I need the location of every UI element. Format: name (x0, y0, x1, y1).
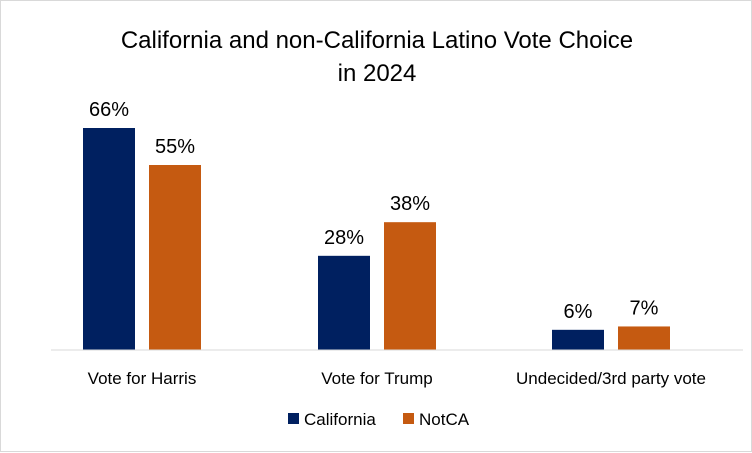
bar-california-1 (83, 128, 135, 350)
legend-label-california: California (304, 410, 376, 429)
chart-title-line-2: in 2024 (338, 60, 417, 87)
chart: California and non-California Latino Vot… (1, 1, 752, 453)
bar-notca-3 (618, 326, 670, 350)
chart-frame: California and non-California Latino Vot… (0, 0, 752, 452)
bars-group: 66% 55% 28% 38% 6% 7% (83, 99, 670, 350)
legend-swatch-california (288, 413, 299, 424)
x-tick-label-2: Vote for Trump (321, 369, 433, 388)
data-label-notca-2: 38% (390, 193, 430, 215)
data-label-california-3: 6% (564, 301, 593, 323)
data-label-notca-1: 55% (155, 136, 195, 158)
legend-label-notca: NotCA (419, 410, 470, 429)
chart-title-line-1: California and non-California Latino Vot… (121, 27, 633, 54)
data-label-notca-3: 7% (630, 297, 659, 319)
bar-notca-1 (149, 165, 201, 350)
legend: California NotCA (288, 410, 470, 429)
x-tick-label-3: Undecided/3rd party vote (516, 369, 706, 388)
data-label-california-1: 66% (89, 99, 129, 121)
legend-swatch-notca (403, 413, 414, 424)
x-tick-label-1: Vote for Harris (88, 369, 197, 388)
bar-california-2 (318, 256, 370, 350)
data-label-california-2: 28% (324, 227, 364, 249)
bar-california-3 (552, 330, 604, 350)
x-axis-labels: Vote for Harris Vote for Trump Undecided/3… (88, 369, 706, 388)
bar-notca-2 (384, 222, 436, 350)
